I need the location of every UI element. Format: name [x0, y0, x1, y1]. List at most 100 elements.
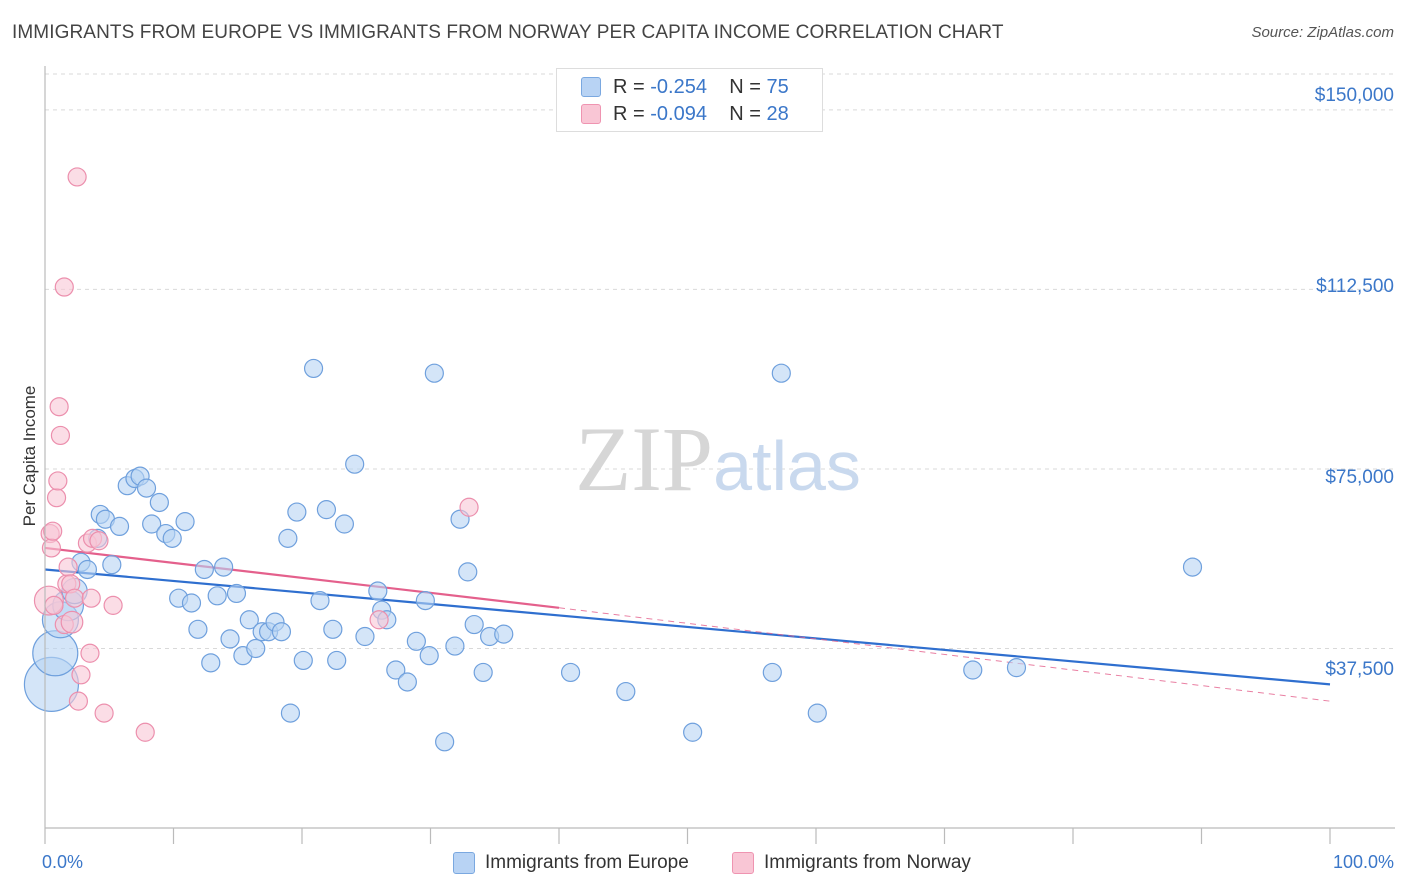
europe-point: [271, 622, 292, 642]
legend-r-label: R =: [613, 102, 645, 125]
legend-r-value: -0.094: [650, 102, 707, 125]
norway-point: [71, 665, 91, 685]
europe-point: [142, 514, 162, 534]
norway-point: [58, 557, 78, 577]
europe-point: [287, 502, 307, 522]
norway-point: [64, 588, 85, 608]
legend-r-label: R =: [613, 75, 645, 98]
europe-point: [323, 619, 343, 639]
chart-source: Source: ZipAtlas.com: [1251, 24, 1394, 41]
norway-point: [80, 643, 100, 663]
europe-point: [1006, 658, 1027, 678]
europe-point: [201, 653, 221, 673]
europe-point: [149, 492, 169, 513]
europe-point: [419, 646, 439, 666]
europe-point: [464, 614, 484, 635]
watermark: ZIPatlas: [575, 408, 861, 510]
series-legend-europe: Immigrants from Europe: [453, 852, 689, 874]
correlation-legend: R = -0.254 N = 75 R = -0.094 N = 28: [556, 68, 823, 132]
norway-trend-line: [44, 546, 560, 609]
europe-legend-label: Immigrants from Europe: [485, 852, 689, 873]
europe-point: [368, 581, 388, 601]
europe-point: [1182, 557, 1203, 577]
europe-point: [316, 500, 337, 520]
norway-point: [60, 610, 84, 634]
europe-point: [445, 636, 465, 656]
europe-point: [345, 454, 365, 474]
europe-point: [424, 363, 444, 383]
europe-point: [386, 660, 406, 680]
europe-point: [181, 593, 202, 613]
europe-point: [334, 514, 355, 534]
europe-point: [303, 358, 324, 379]
norway-point: [135, 722, 155, 742]
europe-point: [762, 662, 782, 683]
europe-point: [239, 610, 259, 630]
norway-point: [49, 397, 69, 417]
y-tick-label: $75,000: [1325, 467, 1394, 488]
europe-point: [226, 583, 247, 604]
x-tick-label-max: 100.0%: [1332, 852, 1394, 872]
europe-point: [280, 703, 301, 723]
europe-point: [188, 619, 208, 639]
europe-point: [616, 681, 636, 702]
norway-point: [44, 595, 64, 615]
europe-point: [494, 624, 514, 644]
europe-point: [278, 528, 298, 548]
watermark-atlas: atlas: [713, 427, 861, 505]
europe-point: [109, 516, 130, 537]
europe-legend-swatch: [453, 852, 475, 874]
series-legend-norway: Immigrants from Norway: [732, 852, 971, 874]
norway-point: [459, 497, 479, 517]
norway-point: [43, 521, 63, 541]
europe-point: [194, 559, 214, 580]
europe-point: [560, 662, 581, 683]
y-axis-label: Per Capita Income: [20, 385, 39, 527]
norway-point: [103, 595, 123, 615]
legend-n-value: 28: [766, 102, 789, 125]
legend-n-label: N =: [729, 102, 761, 125]
chart-title: IMMIGRANTS FROM EUROPE VS IMMIGRANTS FRO…: [12, 22, 1004, 43]
europe-point: [136, 478, 157, 498]
europe-trend-line: [44, 568, 1331, 686]
norway-legend-swatch: [732, 852, 754, 874]
norway-legend-label: Immigrants from Norway: [764, 852, 971, 873]
y-tick-label: $112,500: [1316, 276, 1394, 297]
legend-n-label: N =: [729, 75, 761, 98]
europe-point: [214, 557, 234, 577]
norway-point: [50, 425, 71, 446]
europe-point: [435, 732, 455, 752]
europe-point: [220, 629, 240, 649]
legend-r-value: -0.254: [650, 75, 707, 98]
europe-point: [397, 672, 417, 692]
europe-point: [102, 555, 122, 575]
legend-row-norway: R = -0.094 N = 28: [581, 101, 789, 127]
europe-point: [963, 660, 983, 680]
europe-point: [771, 363, 791, 383]
europe-point: [77, 559, 98, 580]
europe-point: [458, 562, 478, 582]
europe-point: [683, 722, 703, 742]
europe-point: [406, 631, 426, 651]
europe-swatch: [581, 77, 601, 97]
norway-point: [89, 531, 109, 551]
europe-point: [162, 528, 182, 548]
norway-point: [369, 610, 389, 630]
norway-point: [48, 471, 68, 491]
watermark-zip: ZIP: [575, 408, 713, 510]
norway-swatch: [581, 104, 601, 124]
legend-row-europe: R = -0.254 N = 75: [581, 74, 789, 100]
norway-point: [94, 703, 114, 723]
norway-point: [81, 588, 101, 608]
europe-point: [310, 591, 330, 611]
europe-point: [246, 638, 266, 659]
europe-point: [327, 650, 347, 671]
europe-point: [473, 662, 493, 683]
europe-point: [293, 650, 313, 671]
legend-n-value: 75: [766, 75, 789, 98]
y-tick-label: $37,500: [1325, 659, 1394, 680]
europe-point: [175, 512, 195, 532]
norway-point: [68, 691, 89, 711]
x-tick-label-min: 0.0%: [42, 852, 84, 872]
